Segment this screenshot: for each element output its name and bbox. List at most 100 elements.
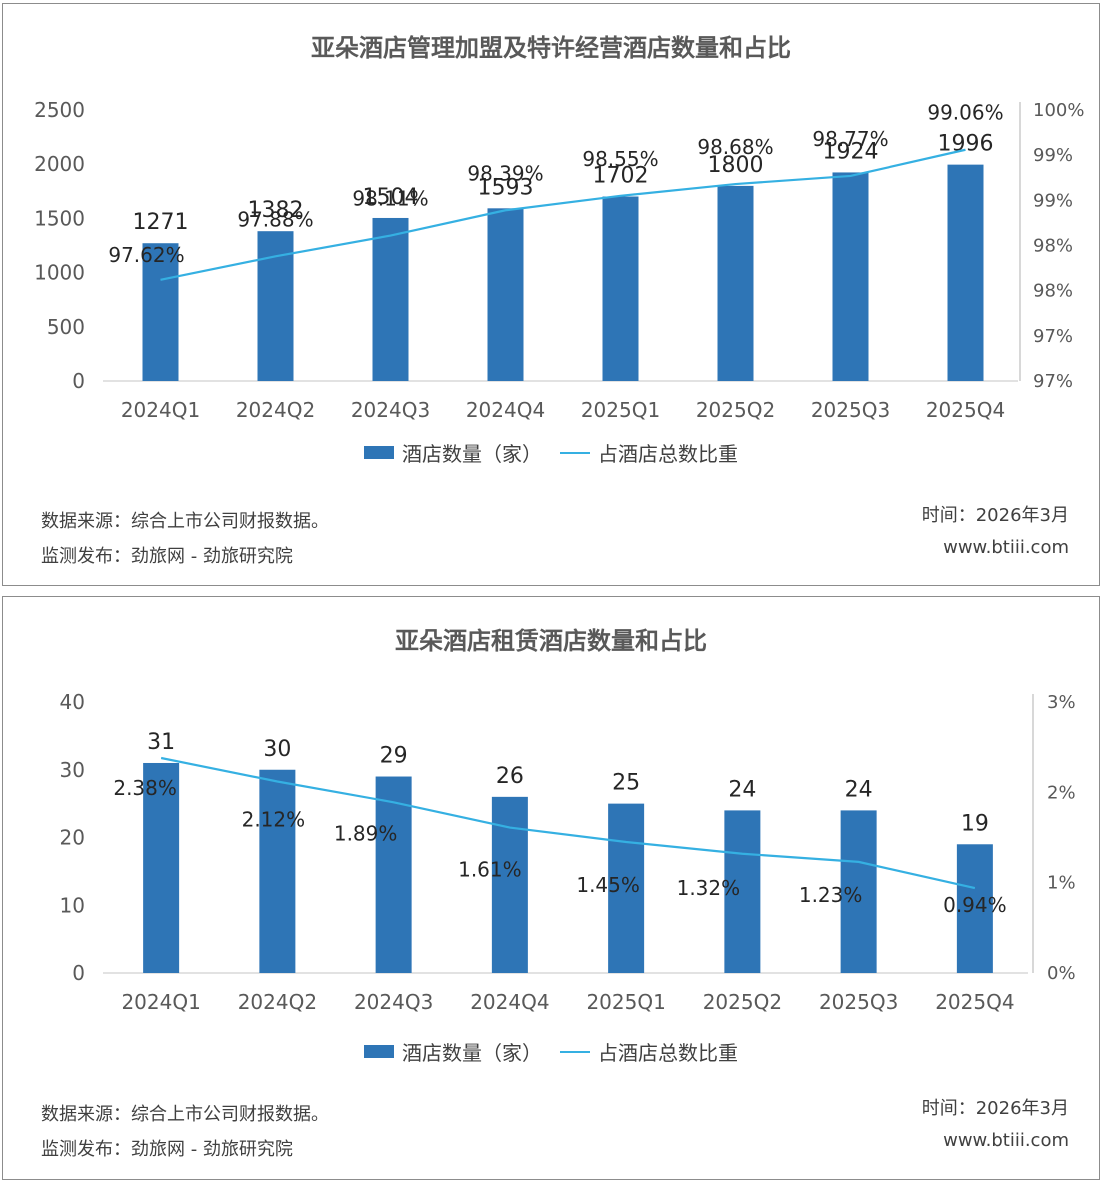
bar [143, 762, 180, 973]
left-axis-tick-label: 0 [72, 961, 85, 985]
right-axis-tick-label: 2% [1047, 782, 1076, 803]
line-value-label: 98.39% [467, 161, 543, 185]
footer-left: 数据来源：综合上市公司财报数据。 监测发布：劲旅网 - 劲旅研究院 [41, 1097, 329, 1167]
footer-left: 数据来源：综合上市公司财报数据。 监测发布：劲旅网 - 劲旅研究院 [41, 504, 329, 574]
bar [259, 769, 296, 973]
bar-value-label: 1702 [593, 164, 649, 189]
legend-line-swatch [560, 451, 590, 454]
legend-bar-label: 酒店数量（家） [402, 1041, 542, 1065]
x-axis-tick-label: 2024Q1 [121, 990, 200, 1014]
chart-legend: 酒店数量（家） 占酒店总数比重 [3, 438, 1099, 467]
x-axis-tick-label: 2024Q3 [351, 398, 430, 422]
bar-value-label: 1996 [938, 132, 994, 157]
left-axis-tick-label: 2000 [34, 152, 85, 176]
bar [142, 243, 179, 381]
bar [372, 217, 409, 381]
right-axis-tick-label: 0% [1047, 963, 1076, 984]
left-axis-tick-label: 0 [72, 369, 85, 393]
site-note: www.btiii.com [943, 537, 1069, 558]
chart-plot: 0 500 1000 1500 2000 2500 97% 97% 98% 98% 99% 99% 10… [34, 98, 1084, 422]
bar [602, 196, 639, 381]
bar [724, 810, 761, 973]
chart-panel-franchise: 亚朵酒店管理加盟及特许经营酒店数量和占比 0 500 1000 1500 2000 250… [2, 3, 1100, 586]
line-value-label: 98.68% [697, 135, 773, 159]
publisher-note: 监测发布：劲旅网 - 劲旅研究院 [41, 546, 293, 567]
right-axis-tick-label: 99% [1033, 190, 1073, 211]
line-value-label: 2.38% [113, 776, 177, 800]
x-axis-tick-label: 2025Q2 [703, 990, 782, 1014]
bar [487, 208, 524, 381]
x-axis-tick-label: 2024Q1 [121, 398, 200, 422]
bar-value-label: 1382 [248, 198, 304, 223]
right-axis-tick-label: 1% [1047, 873, 1076, 894]
line-value-label: 1.23% [799, 883, 863, 907]
legend-bar-swatch [364, 446, 394, 459]
bar [608, 803, 645, 973]
bar-value-label: 24 [845, 777, 873, 802]
bar [491, 796, 528, 973]
bar-value-label: 30 [263, 737, 291, 762]
series-line [160, 148, 966, 281]
line-value-label: 1.32% [677, 876, 741, 900]
bar-value-label: 1593 [478, 175, 534, 200]
footer-right: 时间：2026年3月 www.btiii.com [922, 500, 1069, 564]
left-axis-tick-label: 1000 [34, 261, 85, 285]
left-axis-tick-label: 500 [47, 315, 85, 339]
bar [947, 164, 984, 381]
line-value-label: 0.94% [943, 893, 1007, 917]
chart-plot: 0 10 20 30 40 0% 1% 2% 3% 31 2024Q1 30 2024Q2 29 2024Q… [60, 690, 1076, 1014]
line-value-label: 1.61% [458, 858, 522, 882]
bar [956, 844, 993, 973]
publisher-note: 监测发布：劲旅网 - 劲旅研究院 [41, 1139, 293, 1160]
time-note: 时间：2026年3月 [921, 505, 1069, 526]
x-axis-tick-label: 2025Q3 [811, 398, 890, 422]
time-note: 时间：2026年3月 [921, 1098, 1069, 1119]
legend-bar-swatch [364, 1045, 394, 1058]
legend-line-label: 占酒店总数比重 [598, 1041, 738, 1065]
line-value-label: 99.06% [927, 101, 1003, 125]
bar-value-label: 25 [612, 771, 640, 796]
right-axis-tick-label: 98% [1033, 281, 1073, 302]
chart-legend: 酒店数量（家） 占酒店总数比重 [3, 1037, 1099, 1066]
bar [375, 776, 412, 973]
line-value-label: 1.45% [576, 873, 640, 897]
footer-right: 时间：2026年3月 www.btiii.com [922, 1093, 1069, 1157]
right-axis-tick-label: 97% [1033, 326, 1073, 347]
bar-value-label: 1800 [708, 153, 764, 178]
left-axis-tick-label: 10 [60, 893, 85, 917]
x-axis-tick-label: 2025Q3 [819, 990, 898, 1014]
chart-title: 亚朵酒店租赁酒店数量和占比 [395, 627, 707, 655]
bar [832, 172, 869, 381]
bar-value-label: 29 [380, 744, 408, 769]
site-note: www.btiii.com [943, 1130, 1069, 1151]
x-axis-tick-label: 2024Q2 [236, 398, 315, 422]
chart-title: 亚朵酒店管理加盟及特许经营酒店数量和占比 [311, 34, 791, 62]
right-axis-tick-label: 100% [1033, 100, 1084, 121]
bar-value-label: 1271 [133, 210, 189, 235]
legend-line-swatch [560, 1050, 590, 1053]
x-axis-tick-label: 2025Q4 [935, 990, 1014, 1014]
right-axis-tick-label: 97% [1033, 371, 1073, 392]
x-axis-tick-label: 2024Q4 [466, 398, 545, 422]
series-line [160, 756, 976, 890]
bar-value-label: 26 [496, 764, 524, 789]
bar-value-label: 1504 [363, 185, 419, 210]
left-axis-tick-label: 40 [60, 690, 85, 714]
bar-value-label: 19 [961, 811, 989, 836]
line-value-label: 98.77% [812, 127, 888, 151]
line-value-label: 98.11% [352, 187, 428, 211]
left-axis-tick-label: 20 [60, 826, 85, 850]
x-axis-tick-label: 2025Q4 [926, 398, 1005, 422]
x-axis-tick-label: 2024Q2 [238, 990, 317, 1014]
bar-value-label: 1924 [823, 139, 879, 164]
legend-bar-label: 酒店数量（家） [402, 442, 542, 466]
x-axis-tick-label: 2025Q1 [586, 990, 665, 1014]
left-axis-tick-label: 30 [60, 758, 85, 782]
bar-value-label: 24 [728, 777, 756, 802]
bar-value-label: 31 [147, 730, 175, 755]
source-note: 数据来源：综合上市公司财报数据。 [41, 1104, 329, 1125]
chart-panel-lease: 亚朵酒店租赁酒店数量和占比 0 10 20 30 40 0% 1% 2% 3% 31 2024Q1 3… [2, 596, 1100, 1180]
x-axis-tick-label: 2025Q2 [696, 398, 775, 422]
line-value-label: 2.12% [242, 807, 306, 831]
line-value-label: 98.55% [582, 147, 658, 171]
